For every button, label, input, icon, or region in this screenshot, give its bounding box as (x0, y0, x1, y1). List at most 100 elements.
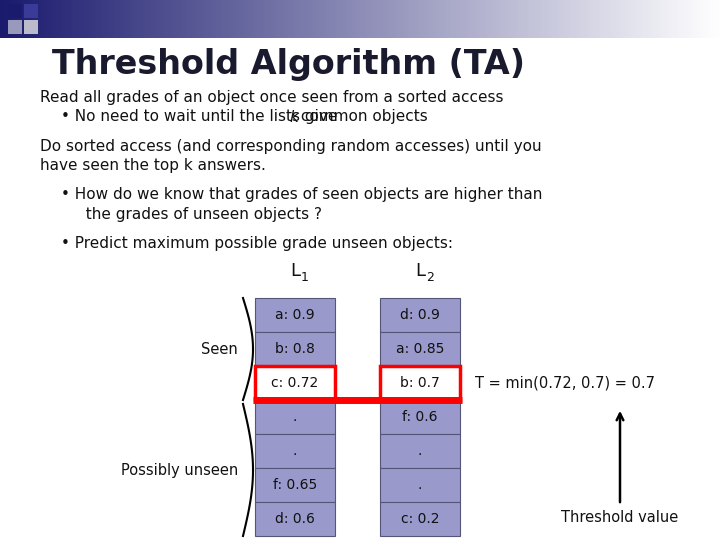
Bar (255, 332, 335, 366)
Bar (667, 0, 670, 38)
Bar (470, 0, 473, 38)
Bar (221, 0, 224, 38)
Text: k: k (289, 110, 298, 125)
Text: L: L (415, 262, 425, 280)
Bar (564, 0, 567, 38)
Bar (74, 0, 77, 38)
Bar (24, 4, 38, 18)
Text: f: 0.6: f: 0.6 (402, 410, 438, 424)
Bar (240, 0, 243, 38)
Bar (288, 0, 291, 38)
Bar (125, 0, 127, 38)
Bar (24, 20, 38, 34)
Bar (34, 0, 37, 38)
Bar (274, 0, 276, 38)
Bar (22, 0, 24, 38)
Bar (401, 0, 404, 38)
Bar (24, 0, 27, 38)
Bar (202, 0, 204, 38)
Bar (264, 0, 267, 38)
Bar (567, 0, 570, 38)
Bar (173, 0, 176, 38)
Bar (276, 0, 279, 38)
Bar (175, 0, 178, 38)
Bar (382, 0, 384, 38)
Bar (233, 0, 235, 38)
Bar (542, 0, 545, 38)
Bar (158, 0, 161, 38)
Bar (45, 0, 48, 38)
Bar (293, 0, 296, 38)
Bar (387, 0, 390, 38)
Bar (199, 0, 202, 38)
Bar (691, 0, 694, 38)
Bar (84, 0, 87, 38)
Text: • Predict maximum possible grade unseen objects:: • Predict maximum possible grade unseen … (61, 237, 453, 251)
Bar (252, 0, 255, 38)
Bar (94, 0, 96, 38)
Bar (19, 0, 22, 38)
Bar (389, 0, 392, 38)
Text: a: 0.9: a: 0.9 (275, 308, 315, 322)
Text: common objects: common objects (297, 110, 428, 125)
Bar (380, 298, 460, 332)
Bar (305, 0, 307, 38)
Bar (634, 0, 636, 38)
Bar (297, 0, 300, 38)
Bar (583, 0, 586, 38)
Bar (590, 0, 593, 38)
Bar (247, 0, 250, 38)
Bar (646, 0, 649, 38)
Bar (86, 0, 89, 38)
Bar (648, 0, 651, 38)
Bar (218, 0, 221, 38)
Bar (257, 0, 260, 38)
Bar (509, 0, 512, 38)
Bar (8, 20, 22, 34)
Bar (492, 0, 495, 38)
Bar (415, 0, 418, 38)
Bar (662, 0, 665, 38)
Bar (269, 0, 271, 38)
Text: L: L (290, 262, 300, 280)
Bar (142, 0, 145, 38)
Bar (38, 0, 41, 38)
Bar (362, 0, 365, 38)
Text: .: . (293, 410, 297, 424)
Bar (672, 0, 675, 38)
Bar (250, 0, 253, 38)
Bar (576, 0, 579, 38)
Bar (79, 0, 82, 38)
Bar (0, 0, 3, 38)
Bar (384, 0, 387, 38)
Bar (65, 0, 68, 38)
Bar (441, 0, 444, 38)
Bar (624, 0, 627, 38)
Bar (329, 0, 332, 38)
Bar (315, 0, 318, 38)
Bar (477, 0, 480, 38)
Bar (36, 0, 39, 38)
Bar (430, 0, 433, 38)
Bar (643, 0, 646, 38)
Bar (670, 0, 672, 38)
Bar (629, 0, 631, 38)
Bar (324, 0, 327, 38)
Bar (506, 0, 509, 38)
Bar (302, 0, 305, 38)
Text: T = min(0.72, 0.7) = 0.7: T = min(0.72, 0.7) = 0.7 (475, 375, 655, 390)
Bar (621, 0, 624, 38)
Bar (312, 0, 315, 38)
Bar (130, 0, 132, 38)
Bar (194, 0, 197, 38)
Bar (427, 0, 430, 38)
Bar (161, 0, 163, 38)
Bar (574, 0, 577, 38)
Bar (420, 0, 423, 38)
Bar (595, 0, 598, 38)
Bar (485, 0, 487, 38)
Bar (319, 0, 322, 38)
Bar (295, 0, 298, 38)
Bar (63, 0, 66, 38)
Text: Possibly unseen: Possibly unseen (121, 462, 238, 477)
